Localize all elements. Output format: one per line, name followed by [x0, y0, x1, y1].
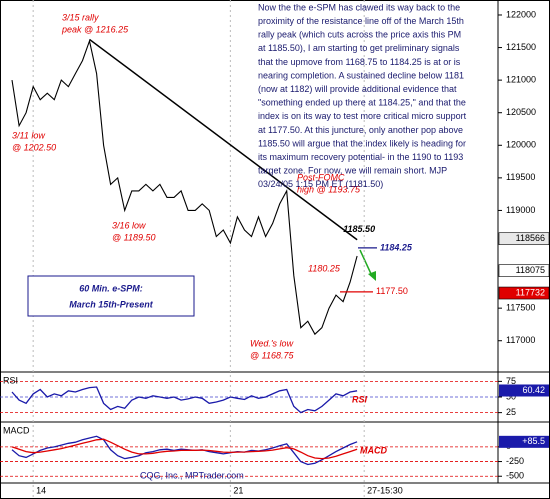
y-tick-label: -250 — [506, 456, 524, 466]
annotation: peak @ 1216.25 — [61, 24, 129, 34]
y-tick-label: 25 — [506, 407, 516, 417]
arrow — [359, 249, 373, 277]
panel-label: MACD — [360, 445, 387, 455]
y-tick-label: 122000 — [506, 9, 536, 19]
annotation: high @ 1193.75 — [297, 184, 361, 194]
commentary: index is on its way to test more critica… — [258, 111, 467, 121]
commentary: at 1185.50), I am starting to get prelim… — [258, 43, 460, 53]
commentary: target zone. For now, we will remain sho… — [258, 166, 447, 176]
annotation: 1180.25 — [308, 263, 341, 273]
data-line — [11, 438, 358, 460]
y-tick-label: 117500 — [506, 303, 535, 313]
annotation: 3/15 rally — [62, 12, 99, 22]
price-box — [498, 264, 550, 277]
value-box — [499, 435, 549, 448]
commentary: Now the the e-SPM has clawed its way bac… — [258, 2, 460, 12]
trendline — [89, 38, 358, 241]
y-tick-label: 121500 — [506, 42, 536, 52]
arrowhead — [368, 271, 376, 281]
panel-label: RSI — [352, 394, 368, 404]
data-line — [11, 39, 358, 336]
y-tick-label: -500 — [506, 471, 524, 481]
commentary: 03/24/05 1:15 PM ET (1181.50) — [258, 179, 383, 189]
commentary: "something ended up there at 1184.25," a… — [258, 98, 466, 108]
annotation: @ 1202.50 — [12, 142, 56, 152]
commentary: 1185.50 will argue that the index likely… — [258, 138, 466, 148]
x-tick-label: 14 — [36, 485, 46, 495]
level-label: 1184.25 — [380, 242, 413, 252]
price-box — [498, 286, 550, 300]
annotation: Post-FOMC — [297, 172, 345, 182]
y-tick-label: 75 — [506, 376, 516, 386]
y-tick-label: 120000 — [506, 140, 536, 150]
last-value-label: +85.5 — [522, 436, 545, 446]
commentary: at 1177.50. At this juncture, only anoth… — [258, 125, 463, 135]
chart-title: 60 Min. e-SPM: — [79, 283, 143, 293]
commentary: (now at 1182) will provide additional ev… — [258, 84, 457, 94]
data-line — [11, 435, 358, 466]
credit: CQG, Inc., MPTrader.com — [140, 470, 244, 480]
annotation: 3/11 low — [12, 130, 45, 140]
commentary: proximity of the resistance line off of … — [258, 16, 464, 26]
price-box-label: 117732 — [516, 287, 545, 297]
y-tick-label: 119000 — [506, 205, 535, 215]
price-box-label: 118566 — [516, 233, 545, 243]
annotation: @ 1189.50 — [112, 232, 156, 242]
commentary: its maximum recovery potential- in the 1… — [258, 152, 463, 162]
y-tick-label: 120500 — [506, 107, 536, 117]
data-line — [11, 386, 358, 414]
price-box — [498, 232, 550, 246]
trendline-label: 1185.50 — [343, 224, 375, 234]
y-tick-label: 119500 — [506, 172, 535, 182]
level-label: 1177.50 — [376, 286, 408, 296]
price-box-label: 118075 — [516, 265, 545, 275]
panel-name: MACD — [3, 425, 30, 435]
commentary: rally peak (which cuts across the price … — [258, 30, 461, 40]
commentary: that the upmove from 1168.75 to 1184.25 … — [258, 57, 461, 67]
chart-subtitle: March 15th-Present — [69, 299, 154, 309]
commentary: nearing completion. A sustained decline … — [258, 70, 464, 80]
annotation: @ 1168.75 — [250, 350, 294, 360]
annotation: Wed.'s low — [250, 338, 294, 348]
annotation: 3/16 low — [112, 220, 146, 230]
title-box — [27, 275, 195, 317]
x-tick-label: 27-15:30 — [367, 485, 403, 495]
y-tick-label: 117000 — [506, 335, 535, 345]
last-value-label: 60.42 — [522, 385, 545, 395]
value-box — [499, 384, 549, 397]
panel-name: RSI — [3, 375, 18, 385]
y-tick-label: 121000 — [506, 75, 536, 85]
x-tick-label: 21 — [233, 485, 243, 495]
